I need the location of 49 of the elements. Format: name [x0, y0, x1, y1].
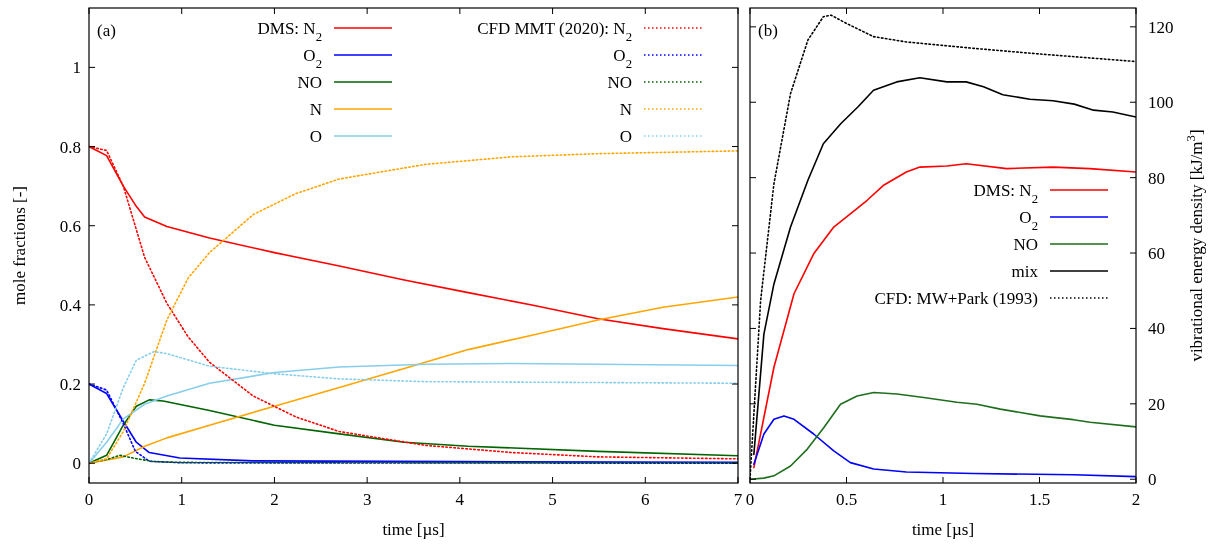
legend-label: mix	[1011, 262, 1039, 281]
x-tick-label: 5	[548, 490, 557, 509]
legend-label: O	[619, 127, 632, 146]
y-axis-title: mole fractions [-]	[10, 186, 29, 305]
x-tick-label: 1.5	[1028, 490, 1051, 509]
x-tick-label: 1	[177, 490, 186, 509]
y2-tick-label: 40	[1148, 319, 1165, 339]
legend-label: CFD: MW+Park (1993)	[874, 289, 1038, 308]
y-tick-label: 0	[72, 454, 81, 474]
y2-tick-label: 0	[1148, 470, 1157, 490]
legend-label: NO	[607, 73, 632, 92]
line-series	[753, 415, 1136, 478]
legend-label: O	[309, 127, 322, 146]
line-series	[753, 162, 1136, 469]
x-tick-label: 1	[938, 490, 948, 509]
legend-label: N	[619, 100, 632, 119]
annotation: (a)	[97, 21, 116, 40]
y-tick-label: 0.6	[59, 216, 81, 236]
line-series	[750, 391, 1136, 481]
legend-label: CFD MMT (2020): N$_{2}$	[477, 19, 632, 44]
legend-label: DMS: N$_{2}$	[973, 181, 1038, 206]
y2-tick-label: 100	[1148, 93, 1174, 113]
x-tick-label: 0	[84, 490, 94, 509]
y-tick-label: 0.4	[59, 295, 82, 315]
x-tick-label: 0	[745, 490, 755, 509]
x-tick-label: 2	[1131, 490, 1141, 509]
x-tick-label: 4	[455, 490, 465, 509]
annotation: (b)	[758, 21, 778, 40]
x-axis-title: time [µs]	[911, 520, 975, 539]
legend-label: N	[309, 100, 322, 119]
legend-label: O$_{2}$	[1019, 208, 1038, 233]
y-tick-label: 0.8	[59, 137, 81, 157]
x-tick-label: 2	[270, 490, 279, 509]
x-tick-label: 3	[362, 490, 372, 509]
x-axis-title: time [µs]	[382, 520, 445, 539]
legend-label: DMS: N$_{2}$	[257, 19, 322, 44]
y-tick-label: 0.2	[59, 375, 81, 395]
legend-label: O$_{2}$	[613, 46, 632, 71]
x-tick-label: 0.5	[835, 490, 858, 509]
x-tick-label: 6	[641, 490, 650, 509]
y2-tick-label: 20	[1148, 394, 1165, 414]
y2-tick-label: 120	[1148, 17, 1174, 37]
legend-label: O$_{2}$	[303, 46, 322, 71]
legend-label: NO	[297, 73, 322, 92]
y2-tick-label: 60	[1148, 244, 1165, 264]
y2-tick-label: 80	[1148, 168, 1165, 188]
legend-label: NO	[1013, 235, 1038, 254]
x-tick-label: 7	[733, 490, 743, 509]
y-tick-label: 1	[72, 58, 81, 78]
